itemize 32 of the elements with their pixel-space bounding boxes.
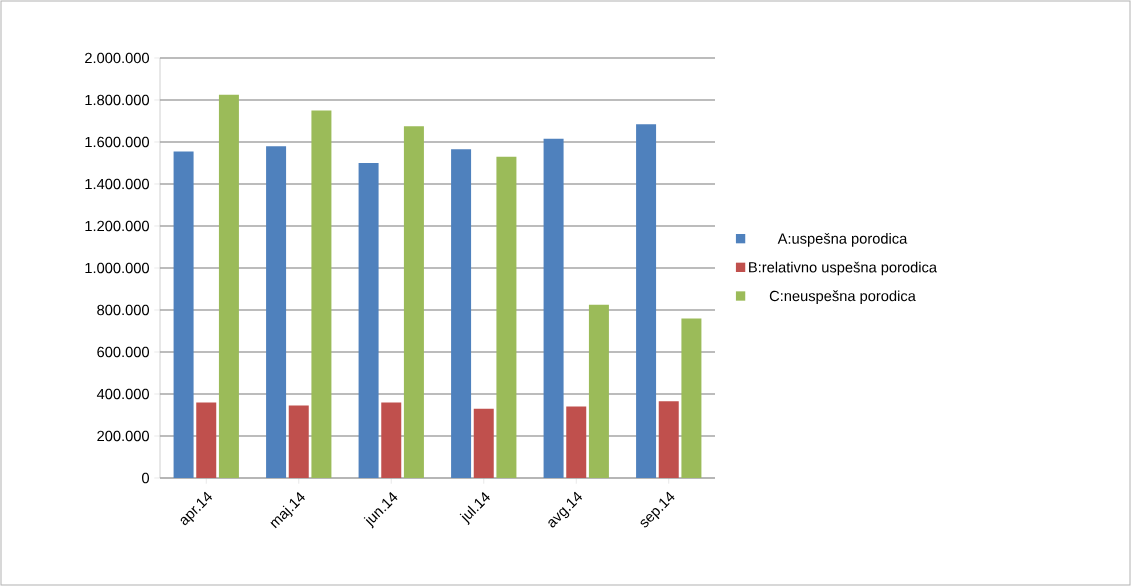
legend-label: B:relativno uspešna porodica (749, 261, 938, 276)
y-tick-label: 400.000 (96, 388, 150, 400)
y-tick-label: 1.800.000 (85, 94, 149, 106)
y-tick-label: 1.400.000 (85, 178, 149, 190)
bar (358, 163, 379, 478)
bar (496, 156, 517, 478)
bar (588, 304, 609, 478)
y-tick-label: 1.200.000 (85, 220, 149, 232)
bar (381, 402, 402, 478)
y-tick-label: 2.000.000 (85, 52, 149, 64)
bar (636, 124, 657, 478)
bar (451, 149, 472, 478)
bar (658, 401, 679, 478)
bar (543, 138, 564, 478)
y-tick-label: 200.000 (97, 430, 150, 442)
bar (196, 402, 217, 478)
bar (218, 94, 239, 478)
legend-label: A:uspešna porodica (777, 233, 908, 247)
bar (681, 318, 702, 478)
y-tick-label: 1.600.000 (85, 136, 149, 148)
bar (173, 151, 194, 478)
y-tick-label: 1.000.000 (85, 262, 149, 274)
bar (473, 408, 494, 478)
bar (288, 405, 309, 478)
y-tick-label: 800.000 (97, 304, 150, 316)
bar (311, 110, 332, 478)
bar (566, 406, 587, 478)
bar (266, 146, 287, 478)
y-tick-label: 600.000 (97, 346, 150, 358)
bar (403, 126, 424, 478)
legend-label: C:neuspešna porodica (769, 290, 916, 305)
y-tick-label: 0 (142, 472, 150, 484)
